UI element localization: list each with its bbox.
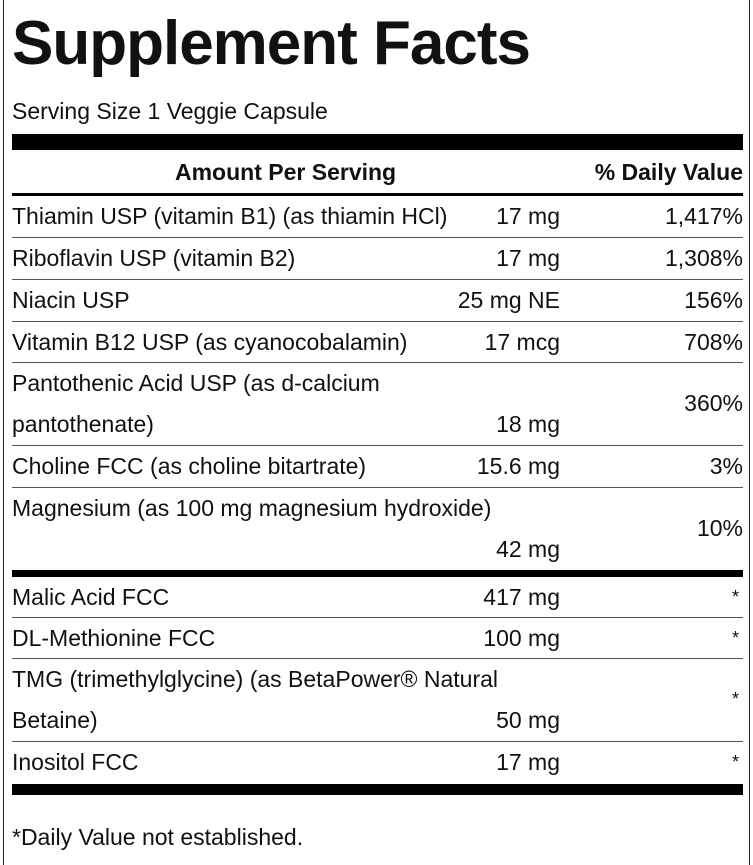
ingredient-row: DL-Methionine FCC 100 mg * (12, 618, 743, 659)
nutrient-daily-value: 360% (684, 390, 743, 416)
supplement-facts-panel: Supplement Facts Serving Size 1 Veggie C… (3, 0, 750, 865)
row-divider (12, 445, 743, 446)
nutrient-amount: 42 mg (496, 536, 560, 562)
nutrient-row: Riboflavin USP (vitamin B2) 17 mg 1,308% (12, 238, 743, 279)
nutrient-amount: 15.6 mg (476, 453, 560, 479)
thick-divider-bottom (12, 784, 743, 795)
nutrient-amount: 25 mg NE (457, 287, 560, 313)
thick-divider-top (12, 134, 743, 150)
header-divider (12, 193, 743, 196)
nutrient-daily-value: 708% (684, 329, 743, 355)
ingredient-row: Malic Acid FCC 417 mg * (12, 577, 743, 618)
row-divider (12, 617, 743, 618)
nutrient-amount: 17 mg (496, 245, 560, 271)
ingredient-name: DL-Methionine FCC (12, 625, 216, 651)
row-divider (12, 658, 743, 659)
amount-per-serving-heading: Amount Per Serving (175, 159, 397, 185)
daily-value-asterisk: * (731, 689, 739, 709)
ingredient-name-line1: TMG (trimethylglycine) (as BetaPower® Na… (12, 666, 499, 692)
nutrient-name: Magnesium (as 100 mg magnesium hydroxide… (12, 495, 492, 521)
ingredient-amount: 50 mg (496, 707, 560, 733)
nutrient-amount: 17 mcg (484, 329, 560, 355)
nutrient-name: Choline FCC (as choline bitartrate) (12, 453, 367, 479)
nutrient-daily-value: 156% (684, 287, 743, 313)
nutrient-name-line1: Pantothenic Acid USP (as d-calcium (12, 370, 380, 396)
nutrient-amount: 18 mg (496, 411, 560, 437)
nutrient-row: Magnesium (as 100 mg magnesium hydroxide… (12, 488, 743, 570)
daily-value-asterisk: * (731, 628, 739, 648)
nutrient-row: Niacin USP 25 mg NE 156% (12, 280, 743, 321)
daily-value-asterisk: * (731, 587, 739, 607)
nutrient-row: Choline FCC (as choline bitartrate) 15.6… (12, 446, 743, 487)
nutrient-name: Niacin USP (12, 287, 130, 313)
row-divider (12, 279, 743, 280)
table-header: Amount Per Serving % Daily Value (12, 154, 743, 190)
ingredient-name: Malic Acid FCC (12, 584, 170, 610)
nutrient-daily-value: 1,308% (664, 245, 743, 271)
nutrient-row: Pantothenic Acid USP (as d-calcium panto… (12, 363, 743, 445)
row-divider (12, 741, 743, 742)
ingredient-name-line2: Betaine) (12, 707, 98, 733)
nutrient-name: Riboflavin USP (vitamin B2) (12, 245, 296, 271)
nutrient-name-line2: pantothenate) (12, 411, 154, 437)
row-divider (12, 487, 743, 488)
nutrient-name: Thiamin USP (vitamin B1) (as thiamin HCl… (12, 203, 448, 229)
row-divider (12, 362, 743, 363)
nutrient-row: Thiamin USP (vitamin B1) (as thiamin HCl… (12, 196, 743, 237)
nutrient-daily-value: 10% (696, 515, 743, 541)
daily-value-asterisk: * (731, 752, 739, 772)
ingredient-amount: 417 mg (483, 584, 560, 610)
ingredient-row: TMG (trimethylglycine) (as BetaPower® Na… (12, 659, 743, 741)
nutrient-name: Vitamin B12 USP (as cyanocobalamin) (12, 329, 408, 355)
thick-divider-middle (12, 570, 743, 577)
daily-value-heading: % Daily Value (594, 159, 743, 185)
nutrient-daily-value: 1,417% (664, 203, 743, 229)
serving-size: Serving Size 1 Veggie Capsule (12, 98, 328, 124)
label-title: Supplement Facts (12, 9, 531, 78)
ingredient-amount: 100 mg (483, 625, 560, 651)
row-divider (12, 321, 743, 322)
ingredient-name: Inositol FCC (12, 749, 139, 775)
nutrient-daily-value: 3% (709, 453, 743, 479)
row-divider (12, 237, 743, 238)
ingredient-row: Inositol FCC 17 mg * (12, 742, 743, 783)
nutrient-row: Vitamin B12 USP (as cyanocobalamin) 17 m… (12, 322, 743, 363)
nutrient-amount: 17 mg (496, 203, 560, 229)
ingredient-amount: 17 mg (496, 749, 560, 775)
footnote: *Daily Value not established. (12, 824, 304, 850)
